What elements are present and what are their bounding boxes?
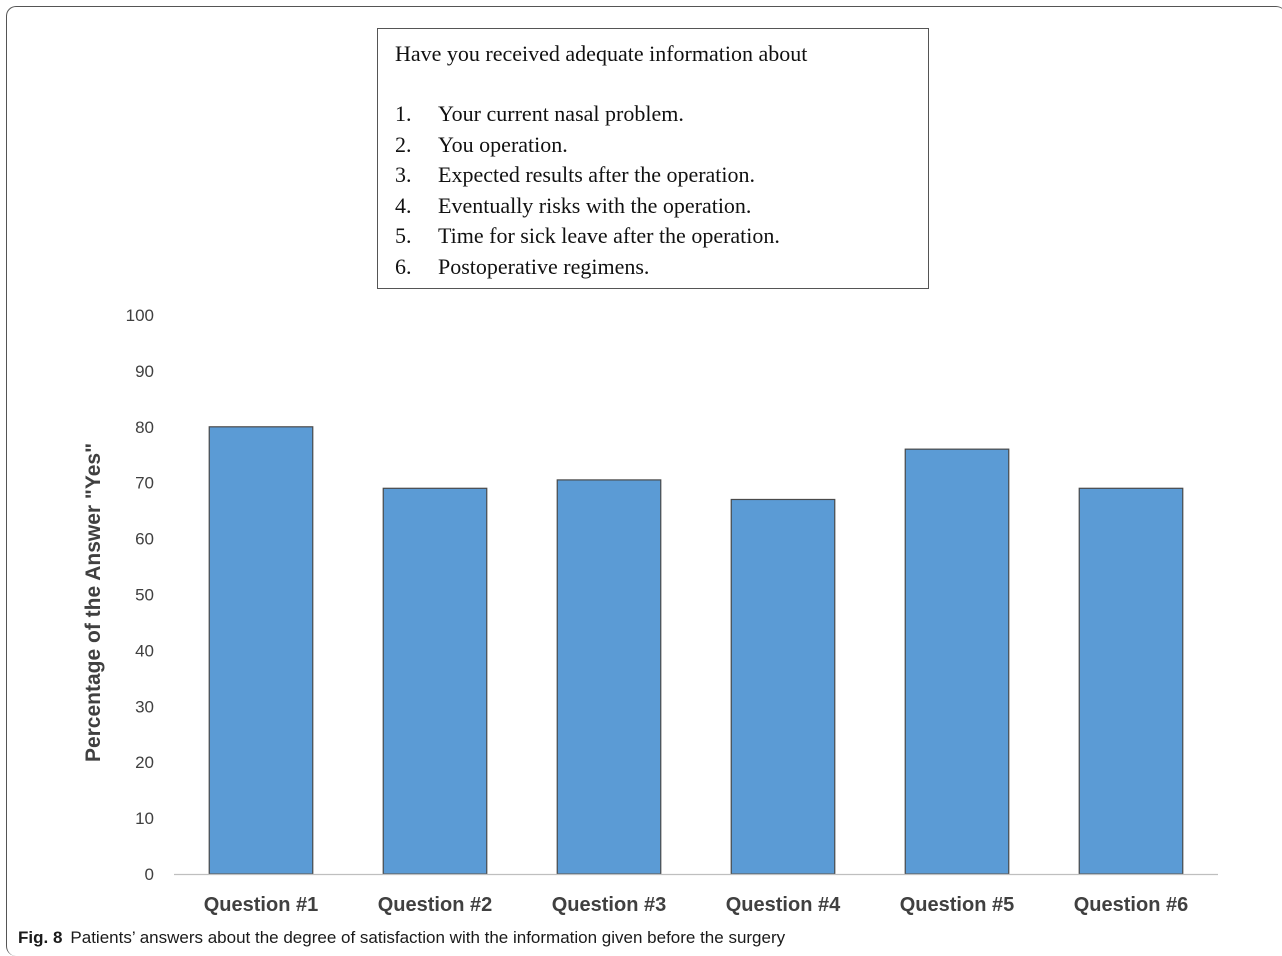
y-axis-ticks: 0 10 20 30 40 50 60 70 80 90 100 <box>126 306 154 884</box>
question-number: 6. <box>395 253 412 279</box>
question-text: Expected results after the operation. <box>438 162 756 187</box>
question-text: Time for sick leave after the operation. <box>438 223 780 248</box>
y-tick-label: 50 <box>135 586 154 605</box>
y-tick-label: 60 <box>135 530 154 549</box>
question-number: 1. <box>395 101 412 126</box>
y-tick-label: 10 <box>135 809 154 828</box>
question-number: 2. <box>395 131 412 157</box>
bars <box>208 426 1184 875</box>
y-tick-label: 30 <box>135 697 154 716</box>
x-category-label: Question #2 <box>378 894 492 916</box>
y-tick-label: 70 <box>135 474 154 493</box>
y-axis-title: Percentage of the Answer "Yes" <box>82 443 105 762</box>
question-text: You operation. <box>438 131 568 157</box>
x-axis-labels: Question #1 Question #2 Question #3 Questio… <box>204 894 1188 916</box>
question-number: 4. <box>395 192 412 218</box>
question-item: 3. Expected results after the operation. <box>395 160 780 191</box>
question-item: 1. Your current nasal problem. <box>395 99 780 130</box>
question-legend-heading: Have you received adequate information a… <box>395 41 808 66</box>
question-item: 2. You operation. <box>395 130 780 161</box>
question-text: Your current nasal problem. <box>438 101 684 126</box>
x-category-label: Question #6 <box>1074 894 1188 916</box>
question-number: 5. <box>395 223 412 248</box>
figure-caption: Fig. 8 Patients’ answers about the degree… <box>18 928 785 948</box>
question-item: 6. Postoperative regimens. <box>395 252 780 283</box>
question-text: Postoperative regimens. <box>438 253 650 279</box>
question-list: 1. Your current nasal problem. 2. You oper… <box>395 99 780 282</box>
question-item: 5. Time for sick leave after the operatio… <box>395 221 780 252</box>
x-category-label: Question #5 <box>900 894 1014 916</box>
figure-caption-text: Patients’ answers about the degree of sa… <box>70 928 786 947</box>
y-tick-label: 0 <box>145 865 154 884</box>
figure-frame <box>6 6 1282 956</box>
x-category-label: Question #4 <box>726 894 841 916</box>
question-number: 3. <box>395 162 412 187</box>
y-tick-label: 90 <box>135 362 154 381</box>
bar-question-6 <box>1078 487 1184 875</box>
bar-question-2 <box>382 487 488 875</box>
bar-question-1 <box>208 426 314 875</box>
y-tick-label: 80 <box>135 418 154 437</box>
figure-caption-label: Fig. 8 <box>18 928 63 947</box>
x-category-label: Question #1 <box>204 894 318 916</box>
bar-question-4 <box>730 498 836 875</box>
y-tick-label: 100 <box>126 306 154 325</box>
y-tick-label: 40 <box>135 641 154 660</box>
question-item: 4. Eventually risks with the operation. <box>395 191 780 222</box>
question-text: Eventually risks with the operation. <box>438 192 752 218</box>
bar-question-3 <box>556 479 662 875</box>
y-tick-label: 20 <box>135 753 154 772</box>
x-category-label: Question #3 <box>552 894 666 916</box>
question-legend-box: Have you received adequate information a… <box>377 28 929 289</box>
bar-question-5 <box>904 448 1010 875</box>
